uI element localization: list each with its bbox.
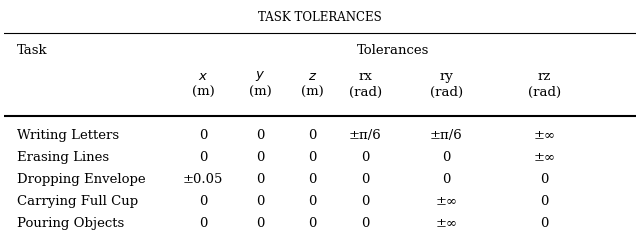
Text: 0: 0 [362,151,370,164]
Text: 0: 0 [256,217,264,230]
Text: 0: 0 [442,151,451,164]
Text: 0: 0 [199,195,207,208]
Text: $y$
(m): $y$ (m) [248,69,271,99]
Text: 0: 0 [308,173,317,186]
Text: ±∞: ±∞ [435,195,458,208]
Text: Tolerances: Tolerances [356,44,429,57]
Text: 0: 0 [308,195,317,208]
Text: Task: Task [17,44,47,57]
Text: 0: 0 [442,173,451,186]
Text: 0: 0 [256,151,264,164]
Text: rz
(rad): rz (rad) [527,70,561,99]
Text: $x$
(m): $x$ (m) [192,70,214,99]
Text: 0: 0 [362,195,370,208]
Text: ±π/6: ±π/6 [430,129,463,142]
Text: Pouring Objects: Pouring Objects [17,217,124,230]
Text: ±∞: ±∞ [533,151,556,164]
Text: Dropping Envelope: Dropping Envelope [17,173,145,186]
Text: TASK TOLERANCES: TASK TOLERANCES [258,11,382,24]
Text: Carrying Full Cup: Carrying Full Cup [17,195,138,208]
Text: 0: 0 [199,129,207,142]
Text: 0: 0 [308,151,317,164]
Text: 0: 0 [199,151,207,164]
Text: Erasing Lines: Erasing Lines [17,151,109,164]
Text: 0: 0 [540,195,548,208]
Text: 0: 0 [308,217,317,230]
Text: 0: 0 [256,129,264,142]
Text: ±π/6: ±π/6 [349,129,382,142]
Text: 0: 0 [362,173,370,186]
Text: ±∞: ±∞ [435,217,458,230]
Text: $z$
(m): $z$ (m) [301,70,324,99]
Text: Writing Letters: Writing Letters [17,129,119,142]
Text: rx
(rad): rx (rad) [349,70,382,99]
Text: 0: 0 [199,217,207,230]
Text: 0: 0 [540,173,548,186]
Text: 0: 0 [308,129,317,142]
Text: 0: 0 [362,217,370,230]
Text: 0: 0 [256,195,264,208]
Text: ±0.05: ±0.05 [183,173,223,186]
Text: 0: 0 [256,173,264,186]
Text: ±∞: ±∞ [533,129,556,142]
Text: 0: 0 [540,217,548,230]
Text: ry
(rad): ry (rad) [430,70,463,99]
